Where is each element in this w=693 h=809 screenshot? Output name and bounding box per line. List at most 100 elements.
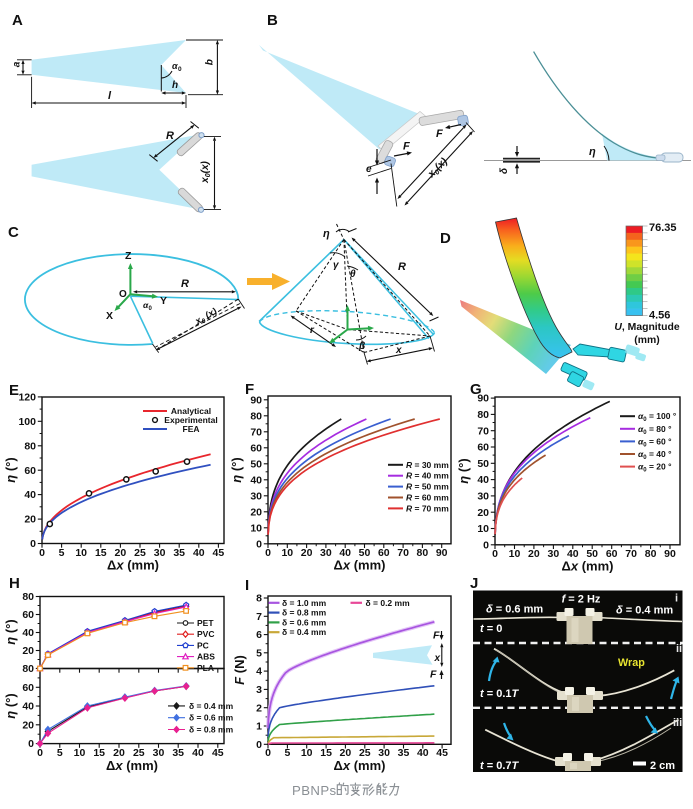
svg-text:l: l [108,90,112,102]
svg-text:8: 8 [256,593,262,605]
svg-text:η (°): η (°) [3,619,18,644]
svg-text:5: 5 [284,747,290,759]
svg-text:R: R [181,278,189,290]
svg-text:60: 60 [378,547,390,559]
svg-text:e: e [366,164,372,175]
svg-text:D: D [440,230,451,247]
svg-text:δ = 0.8 mm: δ = 0.8 mm [189,725,234,735]
svg-text:35: 35 [398,747,410,759]
svg-text:10: 10 [74,747,86,759]
svg-text:3: 3 [256,684,262,696]
svg-text:α0 = 60 °: α0 = 60 ° [638,436,672,448]
svg-text:50: 50 [359,547,371,559]
svg-text:40: 40 [477,474,489,486]
svg-text:0: 0 [256,538,262,550]
svg-text:α0 = 100 °: α0 = 100 ° [638,411,677,423]
svg-text:i: i [675,593,678,605]
svg-text:20: 20 [115,547,127,559]
svg-text:35: 35 [173,547,185,559]
svg-text:E: E [9,382,19,399]
svg-text:β: β [358,341,365,352]
svg-text:0: 0 [39,547,45,559]
svg-text:δ = 0.6 mm: δ = 0.6 mm [486,604,543,616]
svg-text:10: 10 [509,548,521,560]
svg-text:70: 70 [397,547,409,559]
svg-text:R = 50 mm: R = 50 mm [406,482,449,492]
svg-text:20: 20 [477,507,489,519]
svg-text:40: 40 [24,489,36,501]
svg-text:2: 2 [256,702,262,714]
svg-text:F: F [245,381,254,398]
svg-text:0: 0 [30,538,36,550]
svg-text:10: 10 [477,523,489,535]
svg-text:F (N): F (N) [232,655,247,685]
svg-text:δ: δ [499,167,510,174]
svg-text:10: 10 [281,547,293,559]
svg-text:25: 25 [133,747,145,759]
svg-text:70: 70 [625,548,637,560]
svg-text:50: 50 [250,458,262,470]
svg-text:R: R [166,130,174,142]
svg-text:45: 45 [212,747,224,759]
svg-text:15: 15 [320,747,332,759]
svg-text:F: F [430,669,437,681]
svg-text:PVC: PVC [197,629,214,639]
svg-text:15: 15 [93,747,105,759]
svg-text:δ = 0.2 mm: δ = 0.2 mm [366,598,411,608]
svg-text:F: F [433,630,440,642]
svg-text:25: 25 [359,747,371,759]
svg-text:40: 40 [192,747,204,759]
svg-text:80: 80 [24,440,36,452]
svg-text:45: 45 [213,547,225,559]
svg-text:Δx (mm): Δx (mm) [106,758,158,773]
svg-text:G: G [470,381,482,398]
svg-text:R: R [398,261,406,273]
svg-text:4.56: 4.56 [649,310,670,322]
svg-text:30: 30 [378,747,390,759]
svg-text:2 cm: 2 cm [650,760,675,772]
svg-text:Δx (mm): Δx (mm) [334,558,386,573]
svg-text:7: 7 [256,611,262,623]
svg-text:0: 0 [256,739,262,751]
svg-text:50: 50 [586,548,598,560]
svg-text:η: η [589,146,596,158]
svg-text:20: 20 [113,747,125,759]
svg-text:FEA: FEA [183,424,200,434]
svg-text:40: 40 [22,701,34,713]
svg-text:Δx (mm): Δx (mm) [107,558,159,573]
svg-text:60: 60 [477,442,489,454]
svg-text:δ = 0.4 mm: δ = 0.4 mm [616,605,673,617]
svg-text:40: 40 [193,547,205,559]
svg-text:25: 25 [134,547,146,559]
svg-text:α0 = 40 °: α0 = 40 ° [638,449,672,461]
svg-text:0: 0 [28,738,34,750]
svg-text:40: 40 [250,474,262,486]
svg-text:iii: iii [673,717,682,729]
svg-text:R = 60 mm: R = 60 mm [406,493,449,503]
svg-text:δ = 1.0 mm: δ = 1.0 mm [282,598,327,608]
svg-text:30: 30 [153,747,165,759]
svg-text:20: 20 [250,506,262,518]
svg-text:70: 70 [250,426,262,438]
svg-text:0: 0 [492,548,498,560]
svg-text:ii: ii [676,643,682,655]
svg-text:5: 5 [57,747,63,759]
svg-text:R = 40 mm: R = 40 mm [406,471,449,481]
svg-text:t = 0.1T: t = 0.1T [480,688,520,700]
svg-text:O: O [119,289,127,300]
svg-text:η (°): η (°) [229,457,244,482]
svg-text:α0 = 80 °: α0 = 80 ° [638,424,672,436]
svg-text:20: 20 [22,719,34,731]
svg-text:α0 = 20 °: α0 = 20 ° [638,462,672,474]
svg-text:U, Magnitude: U, Magnitude [614,322,679,333]
svg-text:30: 30 [250,490,262,502]
svg-text:15: 15 [95,547,107,559]
svg-text:100: 100 [18,416,36,428]
svg-text:R = 70 mm: R = 70 mm [406,503,449,513]
svg-text:B: B [267,12,278,29]
svg-text:0: 0 [483,539,489,551]
svg-text:I: I [245,577,249,594]
svg-text:R = 30 mm: R = 30 mm [406,460,449,470]
svg-text:76.35: 76.35 [649,222,677,234]
svg-text:60: 60 [250,442,262,454]
